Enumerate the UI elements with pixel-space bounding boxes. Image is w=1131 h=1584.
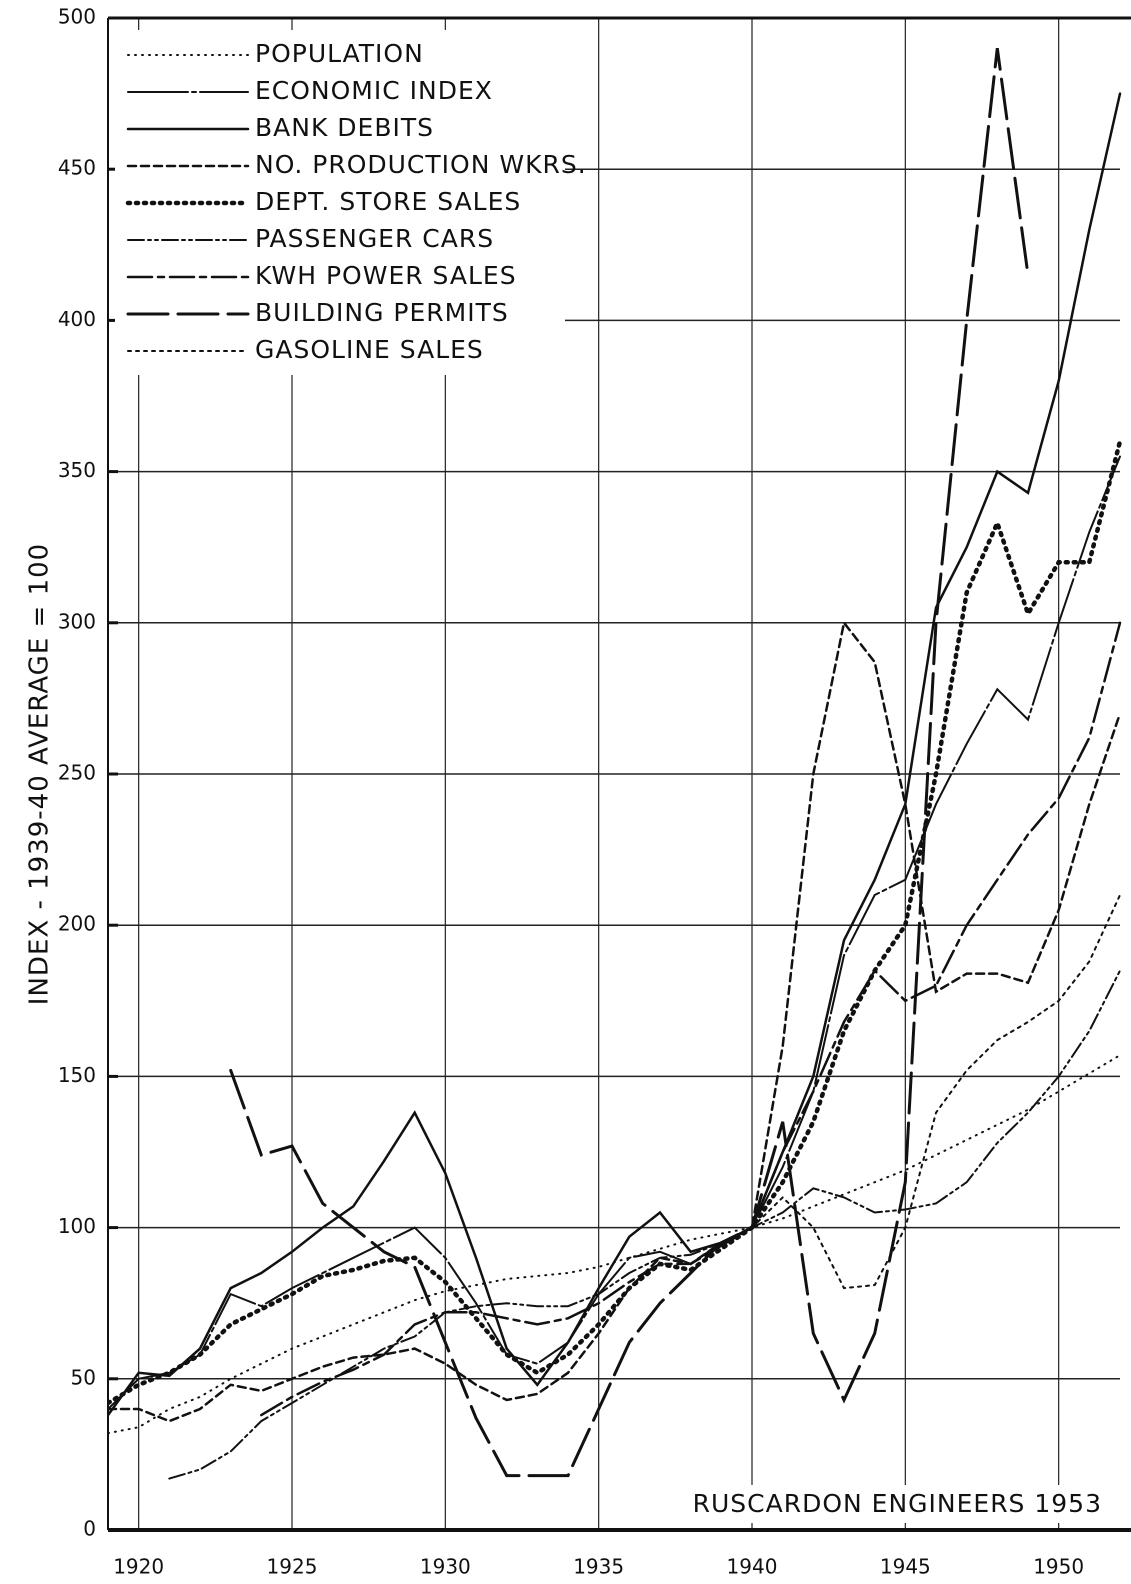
legend-label: BUILDING PERMITS (255, 298, 509, 327)
series-line (260, 621, 1122, 1417)
series-line (108, 439, 1123, 1406)
x-tick-label: 1940 (727, 1555, 778, 1579)
annotation: RUSCARDON ENGINEERS 1953 (693, 1489, 1102, 1518)
legend-label: POPULATION (255, 39, 424, 68)
series-line (108, 92, 1122, 1417)
legend-label: NO. PRODUCTION WKRS. (255, 150, 587, 179)
series-line (108, 455, 1121, 1410)
y-tick-label: 500 (58, 5, 96, 29)
y-tick-label: 400 (58, 307, 96, 331)
y-axis-label: INDEX - 1939-40 AVERAGE = 100 (25, 543, 55, 1005)
legend-label: PASSENGER CARS (255, 224, 494, 253)
x-tick-label: 1945 (880, 1555, 931, 1579)
series-line (108, 1054, 1121, 1435)
x-tick-label: 1930 (420, 1555, 471, 1579)
y-tick-label: 50 (71, 1365, 96, 1389)
series-line (168, 969, 1121, 1480)
plot-area (108, 47, 1123, 1480)
y-tick-label: 300 (58, 609, 96, 633)
legend-label: ECONOMIC INDEX (255, 76, 493, 105)
legend-label: GASOLINE SALES (255, 335, 484, 364)
legend: POPULATION ECONOMIC INDEX BANK DEBITS NO. P… (115, 30, 587, 375)
x-tick-label: 1950 (1033, 1555, 1084, 1579)
y-tick-label: 100 (58, 1214, 96, 1238)
y-tick-label: 200 (58, 912, 96, 936)
x-tick-label: 1935 (573, 1555, 624, 1579)
y-tick-label: 150 (58, 1063, 96, 1087)
y-tick-label: 0 (83, 1517, 96, 1541)
y-tick-label: 450 (58, 156, 96, 180)
x-tick-label: 1920 (113, 1555, 164, 1579)
x-tick-label: 1925 (267, 1555, 318, 1579)
annotation-bg (665, 1485, 1115, 1523)
legend-label: KWH POWER SALES (255, 261, 517, 290)
y-tick-label: 350 (58, 458, 96, 482)
legend-label: BANK DEBITS (255, 113, 434, 142)
series-line (108, 619, 1122, 1423)
y-tick-label: 250 (58, 761, 96, 785)
series-line (229, 47, 1030, 1478)
legend-label: DEPT. STORE SALES (255, 187, 521, 216)
series-line (751, 894, 1121, 1290)
